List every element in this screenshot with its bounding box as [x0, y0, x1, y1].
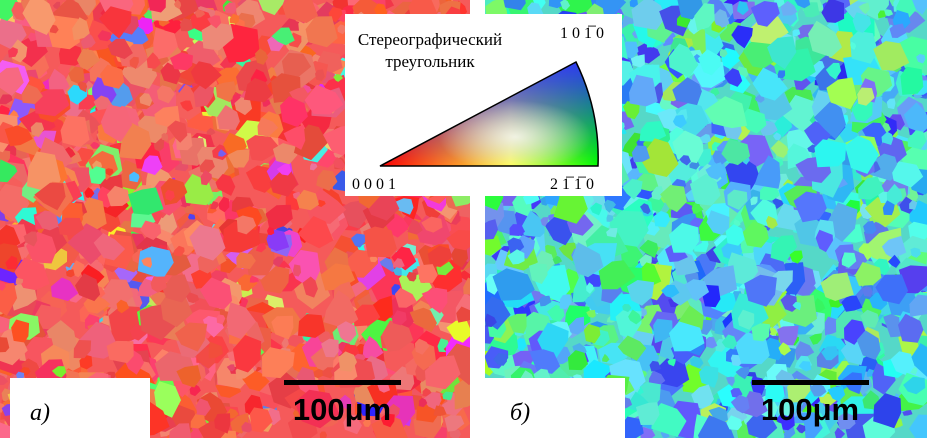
grain [814, 139, 846, 167]
inset-title: Стереографический [358, 30, 502, 49]
page: Стереографический треугольник 1 0 1̅ 0 0… [0, 0, 927, 438]
inset: Стереографический треугольник 1 0 1̅ 0 0… [345, 14, 622, 196]
label-box [485, 378, 625, 438]
corner-label: 2 1̅ 1̅ 0 [550, 176, 594, 193]
scale-bar-label: 100μm [761, 392, 859, 427]
panel-label: б) [510, 400, 530, 426]
scale-bar [752, 380, 869, 385]
corner-label: 0 0 0 1 [352, 176, 396, 193]
grain [107, 341, 134, 363]
scale-bar [284, 380, 401, 385]
figure: Стереографический треугольник 1 0 1̅ 0 0… [0, 0, 927, 438]
corner-label: 1 0 1̅ 0 [560, 25, 604, 42]
grain [162, 133, 169, 141]
panel-label: а) [30, 400, 50, 426]
grain [900, 67, 923, 95]
scale-bar-label: 100μm [293, 392, 391, 427]
inset-title: треугольник [385, 52, 475, 71]
